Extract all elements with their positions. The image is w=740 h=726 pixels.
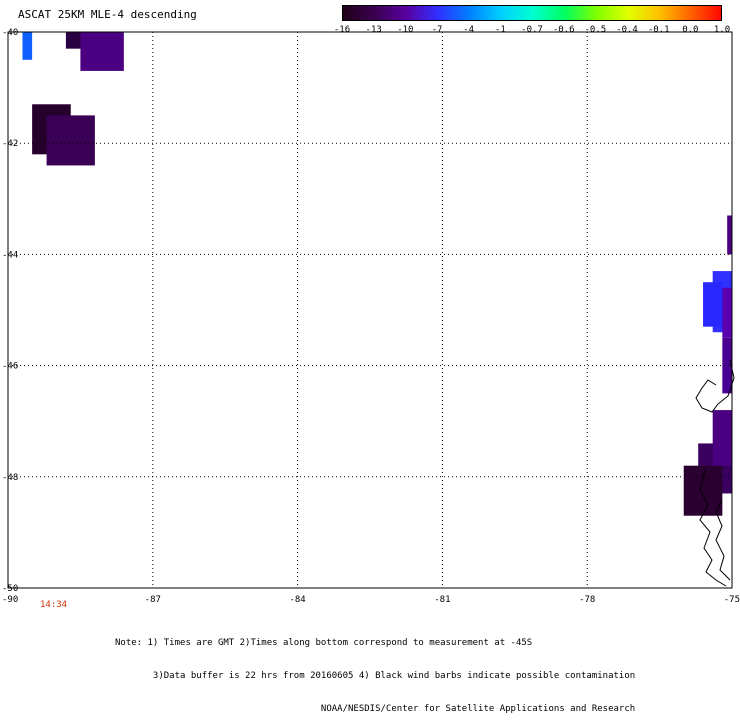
data-patch [712,410,732,466]
colorbar-tick-label: -13 [365,25,382,35]
y-tick-label: -46 [2,362,18,372]
data-patch [46,115,95,166]
coastline [715,499,731,581]
y-tick-label: -42 [2,139,18,149]
colorbar-gradient [343,6,721,20]
footnote-line: Note: 1) Times are GMT 2)Times along bot… [115,638,533,648]
x-tick-label: -90 [2,595,18,605]
data-patch [722,337,732,394]
colorbar-tick-label: -0.7 [521,25,543,35]
y-tick-label: -48 [2,473,18,483]
wind-map: -90 -87 -84 -81 -78 -75 -40 -42 -44 -46 -48 -50 [2,28,740,605]
coastline [695,359,735,413]
data-patch [722,287,732,338]
data-patch [80,32,124,71]
x-tick-label: -87 [145,595,161,605]
map-title: ASCAT 25KM MLE-4 descending [18,8,197,21]
x-tick-label: -84 [289,595,305,605]
colorbar-tick-label: -7 [431,25,443,35]
colorbar-tick-label: -0.5 [584,25,607,35]
data-patch [727,215,732,255]
colorbar-tick-labels: -16 -13 -10 -7 -4 -1 -0.7 -0.6 -0.5 -0.4 -0.1 0.0 1.… [332,25,732,37]
map-frame [7,31,733,589]
x-tick-label: -78 [579,595,595,605]
data-patch [22,32,33,60]
x-tick-label: -81 [434,595,450,605]
colorbar-tick-label: -4 [463,25,475,35]
data-patch [683,465,723,516]
y-tick-label: -40 [2,28,18,38]
x-tick-label: -75 [724,595,740,605]
colorbar-tick-label: -0.4 [616,25,638,35]
data-patch [703,282,723,327]
colorbar-tick-label: -10 [397,25,414,35]
coastline [699,469,727,587]
colorbar-tick-label: 1.0 [713,25,731,35]
colorbar-tick-label: -0.1 [647,25,670,35]
footnote-line: NOAA/NESDIS/Center for Satellite Applica… [115,704,636,714]
footnote-line: 3)Data buffer is 22 hrs from 20160605 4)… [115,671,636,681]
colorbar [342,5,722,21]
colorbar-tick-label: -0.6 [552,25,575,35]
pass-time-label: 14:34 [40,600,68,610]
footnotes: Note: 1) Times are GMT 2)Times along bot… [115,616,635,726]
colorbar-tick-label: 0.0 [682,25,699,35]
colorbar-tick-label: -16 [333,25,351,35]
colorbar-tick-label: -1 [494,25,506,35]
y-tick-label: -50 [2,584,18,594]
y-tick-label: -44 [2,250,18,260]
